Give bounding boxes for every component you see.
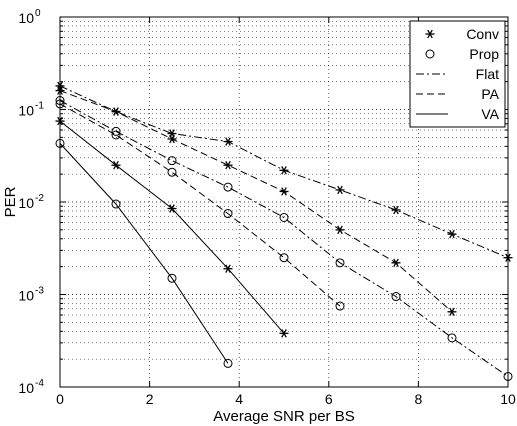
star-marker [223, 160, 233, 170]
star-marker [391, 258, 401, 268]
star-stroke [337, 185, 343, 195]
y-tick-exponent: -4 [35, 378, 44, 389]
circle-marker [111, 130, 121, 140]
circle-marker [111, 199, 121, 209]
circle-marker [447, 333, 457, 343]
star-marker [425, 29, 435, 39]
star-stroke [169, 204, 175, 213]
star-marker [111, 107, 121, 116]
star-marker [391, 205, 401, 215]
legend-item: VA [416, 106, 500, 122]
circle-marker [223, 358, 233, 368]
circle-marker [335, 258, 345, 268]
circle-marker [279, 212, 289, 222]
star-stroke [225, 264, 231, 273]
y-tick-label: 10 [18, 103, 34, 119]
y-tick-label: 10 [18, 195, 34, 211]
x-axis-title: Average SNR per BS [213, 408, 354, 425]
legend-label: Prop [469, 46, 499, 62]
circle-marker [167, 156, 177, 166]
y-tick-exponent: -3 [35, 286, 44, 297]
star-marker [447, 229, 457, 239]
star-stroke [449, 229, 455, 239]
circle-marker [223, 209, 233, 219]
legend-label: Flat [476, 66, 499, 82]
star-stroke [281, 166, 287, 175]
circle-marker [111, 126, 121, 136]
star-stroke [169, 134, 175, 144]
star-stroke [281, 187, 287, 196]
legend-label: VA [481, 106, 499, 122]
series-line-solid-circle [59, 143, 229, 364]
star-marker [447, 307, 457, 317]
circle-marker [391, 292, 401, 302]
star-stroke [393, 205, 399, 215]
star-stroke [427, 29, 433, 39]
star-marker [279, 187, 289, 196]
y-tick-label: 10 [18, 10, 34, 26]
x-tick-label: 2 [146, 391, 154, 407]
x-tick-label: 6 [325, 391, 333, 407]
circle-marker [279, 253, 289, 263]
star-marker [167, 134, 177, 144]
star-stroke [113, 107, 119, 116]
star-stroke [225, 137, 231, 146]
series-line-dashdot-circle [59, 100, 509, 377]
legend-box [409, 20, 506, 128]
x-tick-label: 4 [235, 391, 243, 407]
x-tick-labels: 0 2 4 6 8 10 [56, 391, 516, 407]
legend-label: Conv [466, 26, 499, 42]
series-line-dashed-circle [59, 103, 341, 307]
star-marker [111, 160, 121, 170]
star-stroke [113, 160, 119, 170]
star-stroke [393, 258, 399, 268]
star-marker [167, 204, 177, 213]
legend-item: Flat [416, 66, 499, 82]
x-tick-label: 10 [500, 391, 516, 407]
star-marker [167, 129, 177, 138]
circle-marker [335, 301, 345, 311]
legend-item: Prop [425, 46, 499, 62]
series-line-dashed-star [59, 90, 453, 313]
circle-marker [425, 49, 435, 59]
y-tick-label: 10 [18, 288, 34, 304]
y-axis-title: PER [2, 186, 19, 217]
legend-item: PA [416, 86, 500, 102]
circle-marker [167, 273, 177, 283]
star-marker [223, 137, 233, 146]
star-stroke [337, 225, 343, 235]
star-stroke [281, 329, 287, 338]
circle-marker [167, 167, 177, 177]
star-stroke [449, 307, 455, 317]
circle-marker [223, 182, 233, 192]
star-stroke [225, 160, 231, 170]
grid [60, 17, 508, 387]
y-tick-exponent: -2 [35, 193, 44, 204]
y-tick-exponent: 0 [35, 8, 41, 19]
star-marker [223, 264, 233, 273]
star-marker [335, 225, 345, 235]
legend-item: Conv [425, 26, 499, 42]
legend: Conv Prop Flat PA VA [409, 20, 506, 128]
y-tick-exponent: -1 [35, 101, 44, 112]
star-marker [279, 166, 289, 175]
legend-label: PA [481, 86, 499, 102]
star-marker [279, 329, 289, 338]
y-tick-label: 10 [18, 380, 34, 396]
x-tick-label: 8 [415, 391, 423, 407]
star-marker [335, 185, 345, 195]
x-tick-label: 0 [56, 391, 64, 407]
